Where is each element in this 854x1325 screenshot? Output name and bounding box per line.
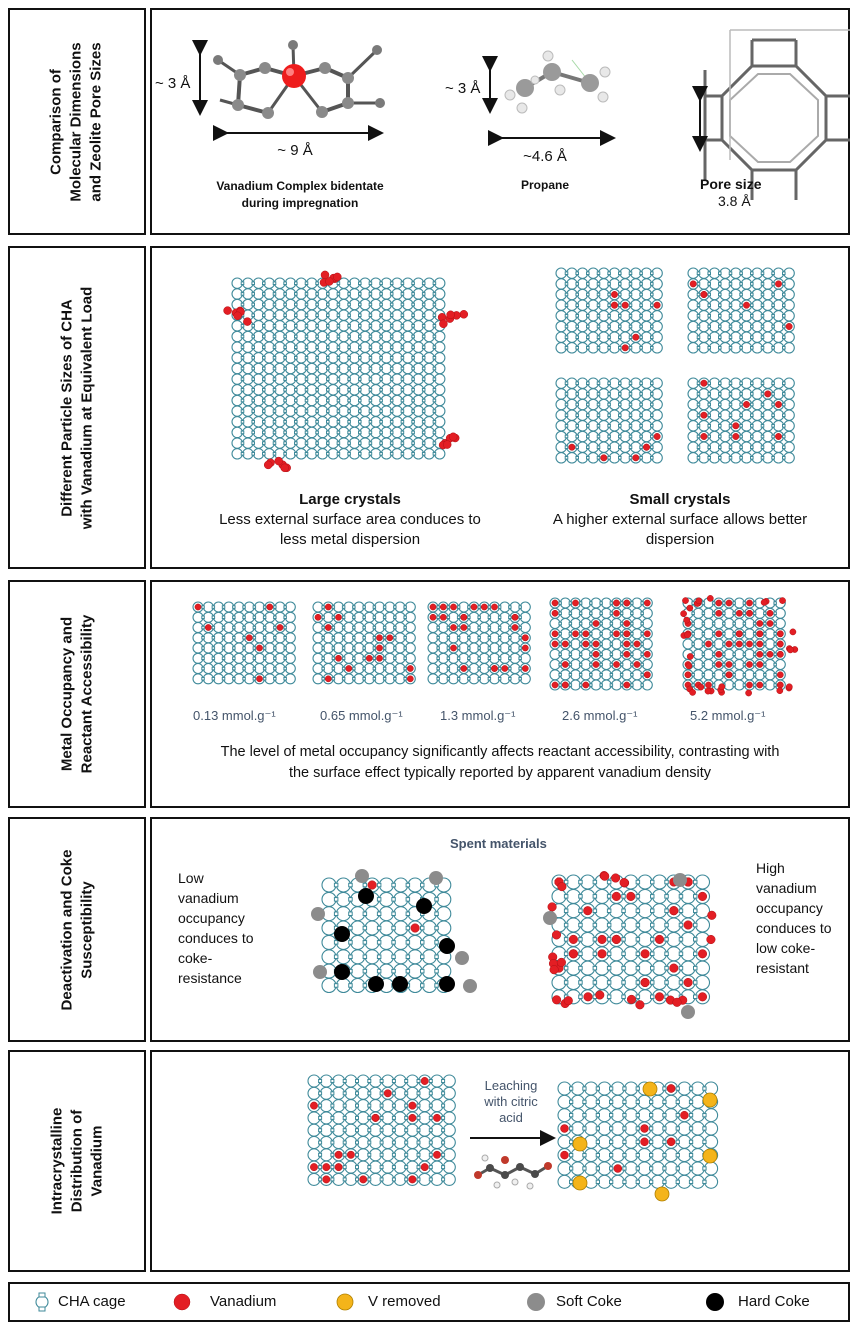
low-occupancy-text: Low vanadium occupancy conduces to coke-resi… <box>178 870 254 986</box>
small-crystals-text: Small crystals A higher external surface… <box>552 491 808 548</box>
vanadium-caption: Vanadium Complex bidentate during impregn… <box>216 179 384 210</box>
cha-pore-structure <box>703 29 850 200</box>
legend-hard-coke-label: Hard Coke <box>738 1293 810 1310</box>
load-label-4: 2.6 mmol.g⁻¹ <box>562 708 638 723</box>
large-crystal-lattice <box>223 270 469 473</box>
vanadium-height-label: ~ 3 Å <box>155 75 191 92</box>
load-label-2: 0.65 mmol.g⁻¹ <box>320 708 403 723</box>
section-1-panel <box>150 8 850 235</box>
propane-height-label: ~ 3 Å <box>445 80 481 97</box>
legend-cage-label: CHA cage <box>58 1293 126 1310</box>
legend-icons <box>35 1292 724 1312</box>
section-4-panel <box>150 817 850 1042</box>
occupancy-lattice-5 <box>680 595 799 697</box>
large-crystals-text: Large crystals Less external surface are… <box>219 491 481 548</box>
leaching-label: Leaching with citric acid <box>484 1078 538 1125</box>
occupancy-lattice-3 <box>427 601 531 685</box>
small-crystal-lattice-2 <box>687 267 795 354</box>
occupancy-lattice-4 <box>549 597 653 691</box>
small-crystal-lattice-1 <box>555 267 663 354</box>
legend-soft-coke-label: Soft Coke <box>556 1293 622 1310</box>
load-label-5: 5.2 mmol.g⁻¹ <box>690 708 766 723</box>
small-crystal-lattice-4 <box>687 377 795 464</box>
section-5-panel <box>150 1050 850 1272</box>
section-5-label: Intracrystalline Distribution of Vanadium <box>8 1050 146 1272</box>
high-occupancy-spent-lattice <box>543 871 717 1019</box>
occupancy-description: The level of metal occupancy significant… <box>220 744 780 781</box>
high-occupancy-text: High vanadium occupancy conduces to low coke… <box>756 860 832 976</box>
citric-acid-molecule <box>474 1154 552 1190</box>
pore-size-value: 3.8 Å <box>718 193 751 209</box>
vanadium-width-label: ~ 9 Å <box>277 142 313 159</box>
after-leaching-lattice <box>557 1081 719 1202</box>
load-label-1: 0.13 mmol.g⁻¹ <box>193 708 276 723</box>
vanadium-complex-molecule <box>213 40 385 119</box>
legend-removed-label: V removed <box>368 1293 441 1310</box>
section-3-label: Metal Occupancy and Reactant Accessibilit… <box>8 580 146 808</box>
propane-width-label: ~4.6 Å <box>523 148 567 165</box>
legend-vanadium-label: Vanadium <box>210 1293 277 1310</box>
small-crystal-lattice-3 <box>555 377 663 464</box>
section-2-label: Different Particle Sizes of CHA with Vana… <box>8 246 146 569</box>
propane-caption: Propane <box>520 178 569 192</box>
pore-size-caption: Pore size <box>700 176 762 192</box>
low-occupancy-spent-lattice <box>311 869 477 994</box>
occupancy-lattice-2 <box>312 601 416 685</box>
propane-molecule <box>504 50 611 114</box>
section-1-label: Comparison of Molecular Dimensions and Zeo… <box>8 8 146 235</box>
occupancy-lattice-1 <box>192 601 296 685</box>
load-label-3: 1.3 mmol.g⁻¹ <box>440 708 516 723</box>
section-4-label: Deactivation and Coke Susceptibility <box>8 817 146 1042</box>
spent-materials-label: Spent materials <box>450 836 547 851</box>
before-leaching-lattice <box>307 1074 456 1186</box>
